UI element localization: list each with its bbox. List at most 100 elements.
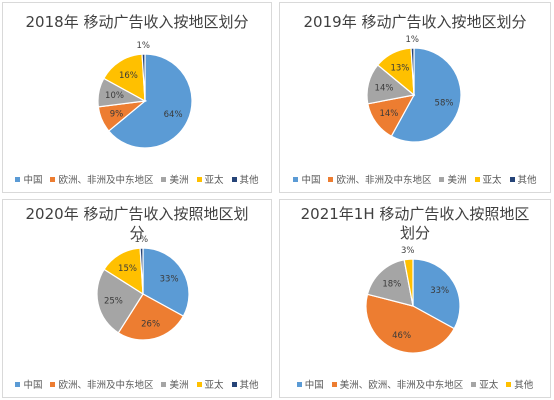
pie-chart-2019: 58% 14% 14% 13% 1% xyxy=(366,35,462,143)
pie-slice xyxy=(403,258,414,307)
legend-item: 其他 xyxy=(509,172,537,186)
data-label: 33% xyxy=(430,286,449,296)
legend-label: 亚太 xyxy=(204,175,224,186)
legend-item: 欧洲、非洲及中东地区 xyxy=(50,377,153,391)
legend-item: 亚太 xyxy=(196,377,224,391)
legend-item: 欧洲、非洲及中东地区 xyxy=(50,172,153,186)
pie-slice xyxy=(412,258,461,330)
legend-swatch xyxy=(50,382,56,387)
legend-item: 美洲 xyxy=(161,172,189,186)
legend-item: 欧洲、非洲及中东地区 xyxy=(328,172,431,186)
legend-item: 其他 xyxy=(506,377,533,391)
legend-label: 其他 xyxy=(517,175,537,186)
pie-slice xyxy=(102,53,146,103)
data-label: 26% xyxy=(141,319,160,329)
legend-label: 其他 xyxy=(239,175,259,186)
pie-chart-2018: 64% 9% 10% 16% 1% xyxy=(97,41,193,149)
legend-swatch xyxy=(196,177,202,182)
data-label: 1% xyxy=(136,41,150,51)
legend-item: 中国 xyxy=(296,377,324,391)
data-label: 14% xyxy=(379,109,398,119)
data-label: 46% xyxy=(392,331,411,341)
legend-item: 美洲 xyxy=(161,377,189,391)
pie-chart-2020: 33% 26% 25% 15% 1% xyxy=(96,235,190,341)
legend-swatch xyxy=(509,177,515,182)
legend-swatch xyxy=(231,382,237,387)
legend-item: 亚太 xyxy=(471,377,498,391)
legend-label: 中国 xyxy=(301,175,321,186)
legend-swatch xyxy=(161,177,167,182)
legend-swatch xyxy=(15,382,21,387)
pie-slice xyxy=(117,293,185,341)
data-label: 3% xyxy=(401,246,415,256)
legend-label: 中国 xyxy=(23,380,43,391)
legend-swatch xyxy=(196,382,202,387)
legend-swatch xyxy=(296,382,302,387)
data-label: 64% xyxy=(164,110,183,120)
chart-panel-2018: 2018年 移动广告收入按地区划分 64% 9% 10% 16% 1% 中国 欧洲、非洲及… xyxy=(2,2,272,193)
data-label: 1% xyxy=(405,35,419,45)
pie-slice xyxy=(96,268,144,334)
legend-label: 亚太 xyxy=(479,380,499,391)
pie-slice xyxy=(142,247,190,317)
legend-swatch xyxy=(328,177,334,182)
legend-label: 欧洲、非洲及中东地区 xyxy=(58,175,154,186)
pie-slice xyxy=(366,259,414,307)
legend-swatch xyxy=(231,177,237,182)
legend-swatch xyxy=(331,382,337,387)
data-label: 13% xyxy=(390,63,409,73)
legend-label: 中国 xyxy=(23,175,43,186)
legend-item: 亚太 xyxy=(474,172,502,186)
pie-slice xyxy=(365,293,456,354)
legend-label: 亚太 xyxy=(204,380,224,391)
legend-item: 美洲 xyxy=(439,172,467,186)
data-label: 16% xyxy=(119,71,138,81)
legend-label: 亚太 xyxy=(482,175,502,186)
pie-slice xyxy=(139,247,144,295)
data-label: 10% xyxy=(105,91,124,101)
chart-panel-2020: 2020年 移动广告收入按照地区划 分 33% 26% 25% 15% 1% 中国 欧洲、… xyxy=(2,199,272,398)
legend-swatch xyxy=(471,382,477,387)
chart-legend: 中国 美洲、欧洲、非洲及中东地区 亚太 其他 xyxy=(280,377,550,391)
chart-legend: 中国 欧洲、非洲及中东地区 美洲 亚太 其他 xyxy=(280,172,550,186)
data-label: 14% xyxy=(375,83,394,93)
chart-title: 2019年 移动广告收入按地区划分 xyxy=(303,13,527,31)
legend-label: 其他 xyxy=(239,380,259,391)
legend-item: 其他 xyxy=(231,172,259,186)
legend-label: 美洲、欧洲、非洲及中东地区 xyxy=(339,380,464,391)
legend-label: 美洲 xyxy=(169,380,189,391)
legend-label: 其他 xyxy=(514,380,534,391)
data-label: 25% xyxy=(104,297,123,307)
chart-legend: 中国 欧洲、非洲及中东地区 美洲 亚太 其他 xyxy=(3,172,271,186)
chart-title: 2020年 移动广告收入按照地区划 分 xyxy=(25,205,249,242)
legend-label: 中国 xyxy=(304,380,324,391)
data-label: 58% xyxy=(435,99,454,109)
legend-label: 美洲 xyxy=(169,175,189,186)
chart-title: 2018年 移动广告收入按地区划分 xyxy=(25,13,249,31)
data-label: 15% xyxy=(118,264,137,274)
data-label: 18% xyxy=(382,279,401,289)
legend-label: 欧洲、非洲及中东地区 xyxy=(336,175,432,186)
chart-panel-2019: 2019年 移动广告收入按地区划分 58% 14% 14% 13% 1% 中国 欧洲、非洲… xyxy=(279,2,551,193)
legend-swatch xyxy=(439,177,445,182)
data-label: 33% xyxy=(160,275,179,285)
legend-item: 其他 xyxy=(231,377,259,391)
data-label: 1% xyxy=(135,235,149,245)
legend-label: 美洲 xyxy=(447,175,467,186)
pie-slice xyxy=(390,47,462,143)
legend-swatch xyxy=(161,382,167,387)
legend-item: 中国 xyxy=(15,377,42,391)
legend-item: 亚太 xyxy=(196,172,224,186)
legend-label: 欧洲、非洲及中东地区 xyxy=(58,380,154,391)
pie-slice xyxy=(410,47,415,96)
legend-swatch xyxy=(50,177,56,182)
legend-swatch xyxy=(293,177,299,182)
pie-slice xyxy=(107,53,193,149)
pie-chart-2021h1: 33% 46% 18% 3% xyxy=(365,246,461,354)
pie-slice xyxy=(141,53,146,102)
legend-item: 美洲、欧洲、非洲及中东地区 xyxy=(331,377,464,391)
chart-title: 2021年1H 移动广告收入按照地区 划分 xyxy=(300,205,530,242)
legend-item: 中国 xyxy=(293,172,320,186)
legend-swatch xyxy=(506,382,512,387)
chart-legend: 中国 欧洲、非洲及中东地区 美洲 亚太 其他 xyxy=(3,377,271,391)
